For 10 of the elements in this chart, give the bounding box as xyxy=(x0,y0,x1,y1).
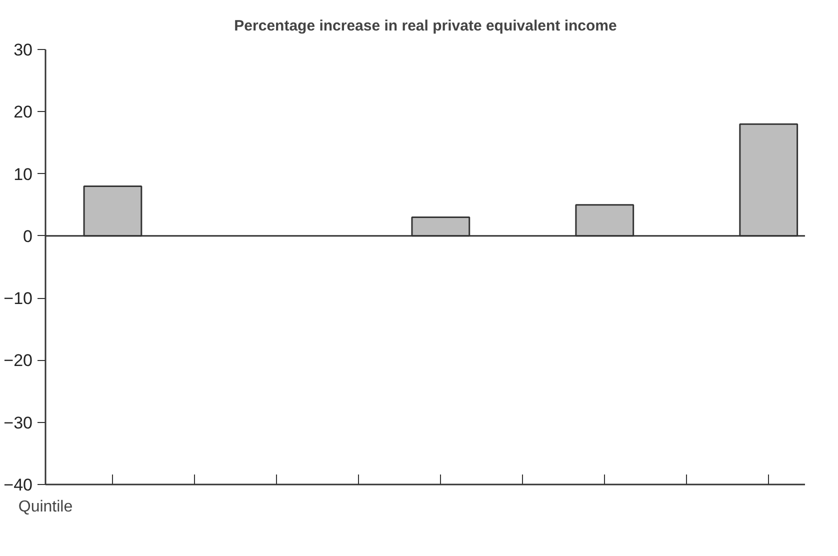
chart-title: Percentage increase in real private equivalent income xyxy=(234,18,617,34)
x-axis-title: Quintile xyxy=(18,498,73,516)
y-tick-label: −10 xyxy=(4,289,33,308)
y-tick-label: 30 xyxy=(14,40,33,60)
y-tick-label: −40 xyxy=(4,476,33,494)
y-tick-label: −30 xyxy=(4,413,33,432)
y-tick-label: 20 xyxy=(14,102,33,122)
y-tick-label: 0 xyxy=(23,226,33,246)
y-tick-label: −20 xyxy=(4,351,33,370)
y-tick-label: 10 xyxy=(14,164,33,184)
